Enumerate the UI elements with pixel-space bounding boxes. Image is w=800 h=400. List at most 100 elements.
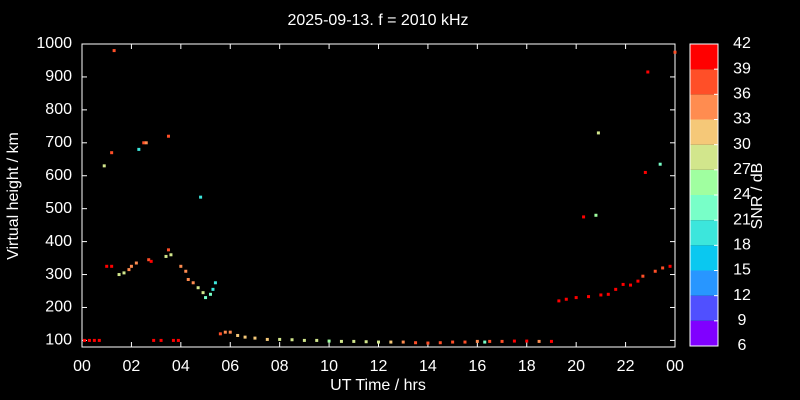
data-point [129,264,133,268]
colorbar-band [690,195,718,221]
data-point [629,283,633,287]
colorbar-tick-label: 24 [733,186,751,203]
data-point [643,170,647,174]
data-point [166,134,170,138]
data-point [290,338,294,342]
colorbar-band [690,169,718,195]
y-tick-label: 300 [45,266,72,283]
data-point [451,340,455,344]
data-point [475,339,479,343]
colorbar-band [690,295,718,321]
y-tick-label: 400 [45,233,72,250]
data-point [574,296,578,300]
data-point [213,281,217,285]
data-point [243,335,247,339]
data-point [201,291,205,295]
x-tick-label: 00 [666,358,684,375]
y-tick-label: 500 [45,200,72,217]
colorbar-tick-label: 9 [738,312,747,329]
data-point [223,330,227,334]
colorbar-tick-label: 33 [733,111,751,128]
colorbar-tick-label: 15 [733,262,751,279]
colorbar-tick-label: 30 [733,136,751,153]
data-point [668,264,672,268]
data-point [488,339,492,343]
x-axis-label: UT Time / hrs [330,377,426,394]
data-point [557,299,561,303]
data-point [134,261,138,265]
data-point [315,338,319,342]
y-tick-label: 800 [45,101,72,118]
data-point [179,264,183,268]
data-point [184,269,188,273]
data-point [112,49,116,53]
colorbar-band [690,245,718,271]
colorbar-tick-label: 12 [733,287,751,304]
x-tick-label: 16 [468,358,486,375]
data-point [159,338,163,342]
data-point [302,338,306,342]
colorbar-tick-label: 21 [733,211,751,228]
data-point [512,339,516,343]
data-point [599,293,603,297]
data-point [646,70,650,74]
data-point [582,215,586,219]
data-point [377,340,380,344]
x-tick-label: 08 [271,358,289,375]
data-point [137,147,141,151]
data-point [152,338,156,342]
data-point [339,339,343,343]
data-point [587,295,591,299]
data-point [92,338,96,342]
y-tick-label: 700 [45,134,72,151]
data-point [673,50,677,54]
data-point [414,341,418,345]
x-tick-label: 00 [73,358,91,375]
colorbar-band [690,119,718,145]
colorbar-band [690,320,718,346]
data-point [236,333,240,337]
data-point [117,273,121,277]
data-point [636,279,640,283]
data-point [265,337,269,341]
data-point [105,264,109,268]
colorbar-tick-label: 18 [733,237,751,254]
colorbar-tick-label: 39 [733,60,751,77]
x-tick-label: 10 [320,358,338,375]
data-point [110,264,114,268]
data-point [144,141,148,145]
data-point [218,332,222,336]
data-point [426,341,430,345]
data-point [110,151,114,155]
data-point [525,339,529,343]
data-point [122,271,126,275]
y-tick-label: 900 [45,68,72,85]
y-tick-label: 1000 [36,35,72,52]
data-point [208,292,212,296]
data-point [278,337,282,341]
data-point [97,338,101,342]
colorbar-band [690,270,718,296]
data-point [147,258,151,262]
data-point [564,297,568,301]
data-point [549,339,553,343]
x-tick-label: 22 [617,358,635,375]
colorbar-tick-label: 36 [733,86,751,103]
colorbar-band [690,69,718,95]
data-point [641,274,645,278]
x-tick-label: 12 [370,358,388,375]
x-tick-label: 20 [567,358,585,375]
plot-frame [81,43,676,348]
data-point [164,254,168,258]
data-point [204,296,208,300]
data-point [327,339,331,343]
data-point [653,269,657,273]
data-point [438,341,442,345]
data-point [621,282,625,286]
data-point [483,340,487,344]
data-point [166,248,170,252]
colorbar-band [690,94,718,120]
data-point [191,281,195,285]
x-tick-label: 02 [123,358,141,375]
